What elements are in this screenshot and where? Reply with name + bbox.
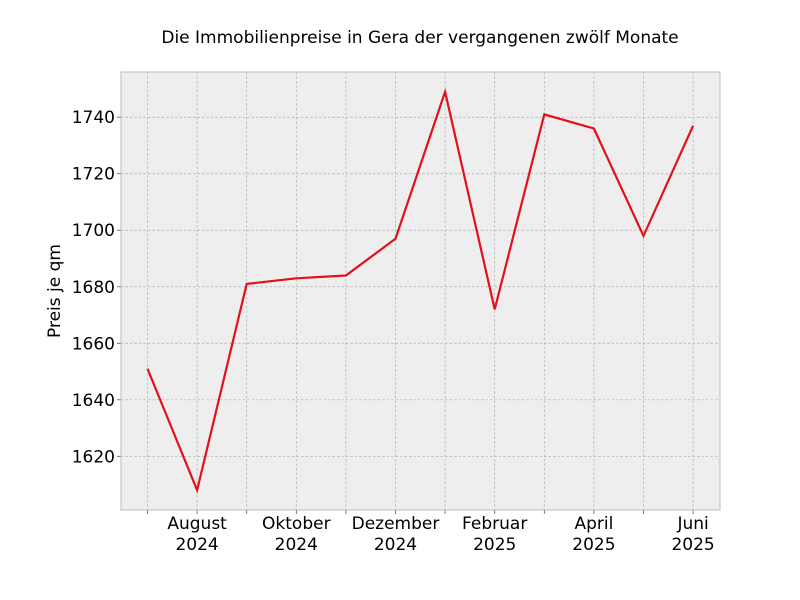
y-tick-label: 1660 xyxy=(72,334,115,354)
chart-title: Die Immobilienpreise in Gera der vergang… xyxy=(161,28,678,48)
x-tick-label-year: 2025 xyxy=(671,535,714,555)
x-tick-label-month: April xyxy=(574,514,613,534)
x-tick-label-year: 2025 xyxy=(473,535,516,555)
x-tick-label-month: Oktober xyxy=(262,514,331,534)
plot-area xyxy=(121,72,720,510)
series-group xyxy=(146,87,695,494)
y-tick-label: 1620 xyxy=(72,447,115,467)
series-line xyxy=(146,87,695,494)
x-tick-label-year: 2025 xyxy=(572,535,615,555)
x-tick-label-month: August xyxy=(167,514,227,534)
axis-ticks: 1620164016601680170017201740August2024Ok… xyxy=(72,108,715,555)
y-tick-label: 1640 xyxy=(72,391,115,411)
x-tick-label-year: 2024 xyxy=(374,535,417,555)
y-tick-label: 1700 xyxy=(72,221,115,241)
x-tick-label-month: Juni xyxy=(676,514,708,534)
x-tick-label-month: Dezember xyxy=(352,514,440,534)
y-tick-label: 1720 xyxy=(72,165,115,185)
y-tick-label: 1740 xyxy=(72,108,115,128)
x-tick-label-month: Februar xyxy=(462,514,527,534)
x-tick-label-year: 2024 xyxy=(275,535,318,555)
plot-frame xyxy=(120,71,721,511)
y-tick-label: 1680 xyxy=(72,278,115,298)
y-axis-label: Preis je qm xyxy=(45,244,65,338)
x-tick-label-year: 2024 xyxy=(175,535,218,555)
grid-lines xyxy=(121,72,720,510)
